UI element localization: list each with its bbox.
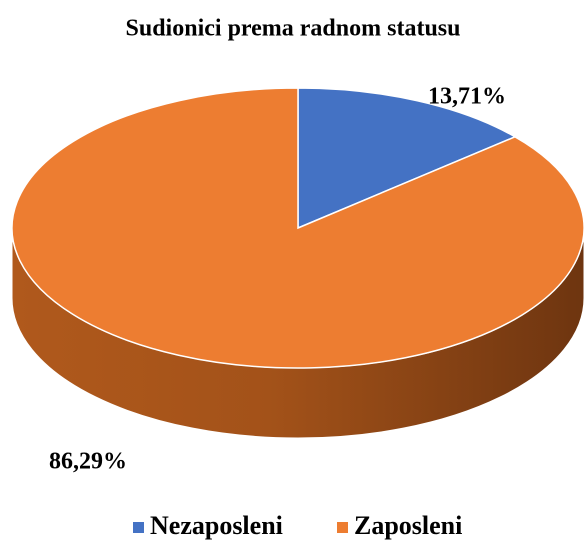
pie-slice	[297, 87, 517, 230]
legend-swatch	[337, 522, 348, 533]
legend-label: Zaposleni	[354, 511, 462, 540]
data-label: 13,71%	[428, 84, 506, 110]
chart-title: Sudionici prema radnom statusu	[126, 16, 461, 42]
pie-slice	[11, 87, 585, 369]
data-label: 86,29%	[49, 449, 127, 475]
legend-label: Nezaposleni	[150, 511, 283, 540]
legend-swatch	[133, 522, 144, 533]
